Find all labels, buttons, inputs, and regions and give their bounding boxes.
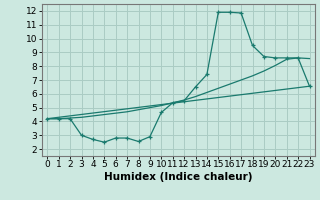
X-axis label: Humidex (Indice chaleur): Humidex (Indice chaleur) — [104, 172, 253, 182]
